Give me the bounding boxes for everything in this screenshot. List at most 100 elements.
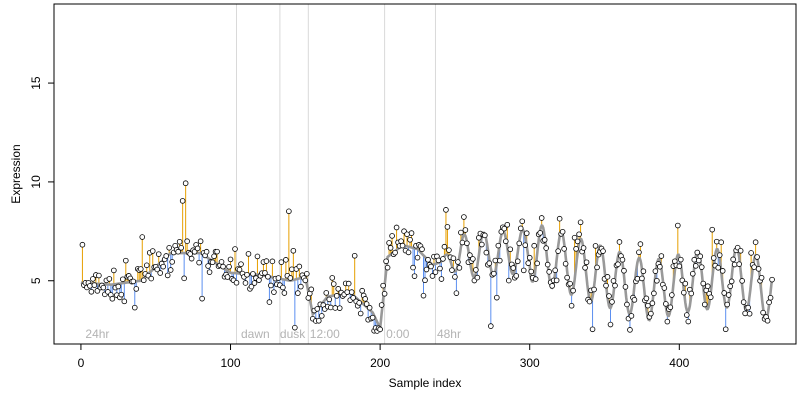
data-point — [226, 263, 232, 270]
data-point — [589, 326, 596, 333]
data-point — [87, 283, 93, 289]
data-point — [621, 267, 627, 274]
data-point — [369, 314, 376, 321]
data-point — [591, 286, 597, 293]
data-point — [648, 310, 654, 317]
x-axis-title: Sample index — [389, 376, 462, 390]
data-point — [244, 271, 250, 278]
data-point — [350, 295, 356, 301]
data-point — [332, 305, 339, 311]
data-point — [203, 248, 210, 255]
data-point — [710, 255, 717, 261]
data-point — [199, 295, 205, 302]
data-point — [167, 267, 174, 273]
data-point — [683, 312, 690, 318]
data-point — [220, 263, 226, 270]
data-point — [682, 280, 689, 287]
phase-markers: 24hr dawn dusk 12:00 0:00 48hr — [85, 4, 461, 344]
data-point — [495, 242, 502, 249]
data-point — [600, 248, 606, 254]
phase-label: 48hr — [437, 327, 461, 341]
data-point — [143, 262, 150, 269]
plot-frame — [53, 3, 797, 345]
data-point — [571, 234, 578, 241]
data-point — [559, 228, 566, 235]
data-point — [701, 301, 708, 308]
data-point — [769, 276, 775, 283]
data-point — [567, 280, 573, 287]
data-point — [414, 254, 421, 261]
data-point — [387, 245, 394, 251]
data-point — [583, 259, 590, 266]
data-point — [516, 240, 523, 247]
data-point — [314, 306, 321, 312]
data-point — [594, 264, 600, 271]
data-point — [194, 245, 201, 252]
data-point — [628, 313, 635, 319]
data-point — [115, 283, 122, 290]
data-point — [517, 225, 524, 232]
data-point — [719, 268, 726, 274]
data-point — [561, 246, 567, 252]
data-point — [148, 275, 155, 282]
data-point — [675, 222, 681, 229]
data-point — [492, 257, 499, 264]
phase-label: dusk — [280, 327, 306, 341]
data-point — [263, 258, 270, 264]
data-point — [663, 301, 669, 307]
data-point — [262, 270, 268, 276]
data-point — [700, 280, 707, 287]
data-point — [308, 286, 315, 293]
data-point — [721, 290, 727, 296]
data-point — [531, 242, 538, 249]
data-point — [88, 288, 95, 295]
data-point — [580, 245, 587, 251]
data-point — [197, 238, 204, 245]
data-point — [538, 215, 545, 221]
data-point — [523, 230, 530, 237]
data-point — [482, 232, 488, 239]
data-point — [295, 290, 301, 296]
data-point — [610, 278, 617, 284]
data-point — [746, 310, 753, 317]
data-point — [619, 256, 626, 263]
data-point — [519, 218, 526, 225]
data-point — [496, 257, 503, 264]
data-point — [425, 256, 431, 263]
data-point — [160, 263, 167, 270]
data-point — [335, 286, 342, 292]
data-point — [562, 260, 569, 267]
data-point — [366, 304, 373, 311]
data-point — [181, 275, 187, 282]
data-point — [238, 261, 244, 267]
data-point — [348, 289, 355, 295]
data-point — [407, 236, 413, 243]
data-point — [336, 305, 343, 311]
data-point — [461, 214, 467, 220]
data-point — [740, 299, 747, 305]
data-point — [356, 300, 362, 306]
data-point — [751, 264, 757, 270]
data-point — [688, 290, 695, 297]
data-point — [429, 273, 436, 279]
data-point — [357, 310, 364, 317]
data-point — [716, 252, 723, 258]
data-point — [727, 283, 733, 290]
data-point — [287, 275, 294, 281]
data-point — [428, 263, 434, 270]
data-point — [755, 266, 762, 272]
data-point — [627, 327, 633, 333]
data-point — [739, 278, 745, 284]
data-point — [577, 219, 584, 226]
data-point — [520, 267, 527, 274]
data-point — [393, 224, 400, 231]
data-point — [290, 247, 297, 254]
x-tick-label: 100 — [221, 356, 241, 370]
data-point — [182, 180, 189, 187]
data-point — [139, 234, 146, 240]
data-point — [384, 264, 391, 271]
data-point — [658, 253, 665, 259]
data-point — [91, 282, 98, 288]
data-point — [643, 295, 650, 302]
data-point — [250, 271, 256, 277]
